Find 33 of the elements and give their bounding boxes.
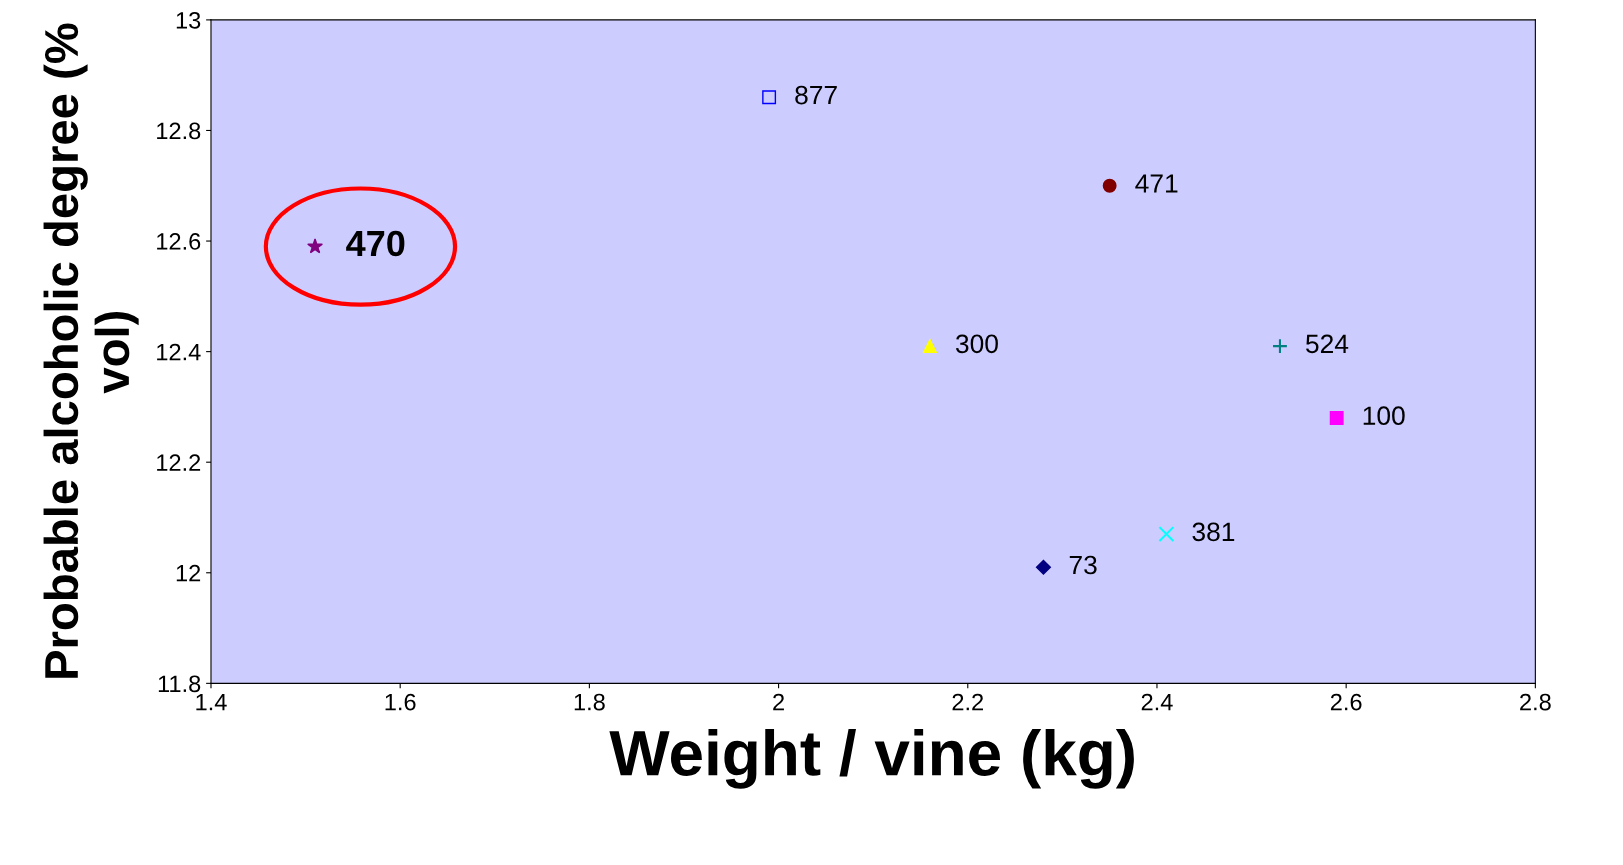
- point: [1329, 411, 1344, 425]
- x-tick-label: 2.4: [1141, 693, 1173, 711]
- y-tick-label: 12: [176, 564, 201, 582]
- point: [922, 339, 937, 354]
- annotation: 470: [346, 230, 405, 257]
- series-label: 100: [1363, 406, 1405, 426]
- x-tick-label: 2.8: [1520, 693, 1551, 711]
- point: [1102, 178, 1117, 193]
- series-label: 300: [955, 334, 998, 354]
- x-axis-title: Weight / vine (kg): [609, 728, 1134, 789]
- series-label: 73: [1069, 555, 1097, 575]
- point: [762, 90, 777, 105]
- y-tick-label: 12.8: [157, 122, 201, 140]
- point: [1035, 559, 1052, 575]
- x-tick-label: 1.8: [574, 693, 605, 711]
- point: [1271, 338, 1288, 355]
- y-tick-label: 13: [176, 11, 201, 29]
- series-label: 524: [1306, 334, 1349, 354]
- y-tick-label: 12.4: [157, 343, 201, 361]
- x-tick-label: 2: [773, 693, 784, 711]
- series-label: 877: [795, 85, 837, 105]
- x-tick-label: 1.4: [196, 693, 227, 711]
- y-axis-title: Probable alcoholic degree (% vol): [43, 23, 139, 678]
- x-tick-label: 2.2: [952, 693, 983, 711]
- y-tick-label: 12.2: [157, 454, 201, 471]
- x-tick-label: 1.6: [385, 693, 416, 711]
- point: [1158, 526, 1175, 543]
- y-tick-label: 12.6: [157, 233, 201, 250]
- series-label: 381: [1192, 522, 1235, 542]
- point: [307, 238, 324, 254]
- x-tick-label: 2.6: [1330, 693, 1362, 711]
- y-tick-label: 11.8: [158, 675, 201, 693]
- series-label: 471: [1135, 174, 1178, 193]
